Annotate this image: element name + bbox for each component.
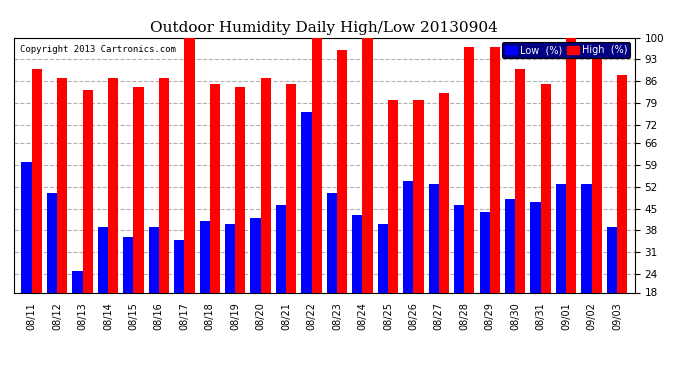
Bar bbox=[225, 224, 235, 292]
Bar bbox=[174, 240, 184, 292]
Bar bbox=[261, 78, 271, 292]
Bar bbox=[464, 47, 475, 292]
Bar bbox=[428, 184, 439, 292]
Bar bbox=[327, 193, 337, 292]
Bar bbox=[413, 100, 424, 292]
Bar bbox=[199, 221, 210, 292]
Bar bbox=[32, 69, 42, 292]
Text: Copyright 2013 Cartronics.com: Copyright 2013 Cartronics.com bbox=[20, 45, 176, 54]
Bar bbox=[541, 84, 551, 292]
Bar bbox=[388, 100, 398, 292]
Bar bbox=[480, 211, 490, 292]
Bar bbox=[403, 180, 413, 292]
Bar bbox=[337, 50, 347, 292]
Bar bbox=[276, 206, 286, 292]
Bar bbox=[362, 38, 373, 292]
Bar bbox=[108, 78, 118, 292]
Bar bbox=[531, 202, 541, 292]
Bar bbox=[377, 224, 388, 292]
Legend: Low  (%), High  (%): Low (%), High (%) bbox=[502, 42, 630, 58]
Bar bbox=[505, 199, 515, 292]
Bar bbox=[490, 47, 500, 292]
Bar bbox=[302, 112, 312, 292]
Title: Outdoor Humidity Daily High/Low 20130904: Outdoor Humidity Daily High/Low 20130904 bbox=[150, 21, 498, 35]
Bar bbox=[210, 84, 220, 292]
Bar bbox=[235, 87, 246, 292]
Bar bbox=[454, 206, 464, 292]
Bar bbox=[83, 90, 92, 292]
Bar bbox=[582, 184, 591, 292]
Bar bbox=[312, 38, 322, 292]
Bar bbox=[556, 184, 566, 292]
Bar bbox=[439, 93, 449, 292]
Bar bbox=[21, 162, 32, 292]
Bar bbox=[72, 271, 83, 292]
Bar bbox=[47, 193, 57, 292]
Bar bbox=[184, 38, 195, 292]
Bar bbox=[591, 59, 602, 292]
Bar bbox=[159, 78, 169, 292]
Bar bbox=[566, 38, 576, 292]
Bar bbox=[353, 215, 362, 292]
Bar bbox=[148, 227, 159, 292]
Bar bbox=[607, 227, 617, 292]
Bar bbox=[98, 227, 108, 292]
Bar bbox=[286, 84, 296, 292]
Bar bbox=[133, 87, 144, 292]
Bar bbox=[617, 75, 627, 292]
Bar bbox=[515, 69, 525, 292]
Bar bbox=[124, 237, 133, 292]
Bar bbox=[57, 78, 67, 292]
Bar bbox=[250, 218, 261, 292]
